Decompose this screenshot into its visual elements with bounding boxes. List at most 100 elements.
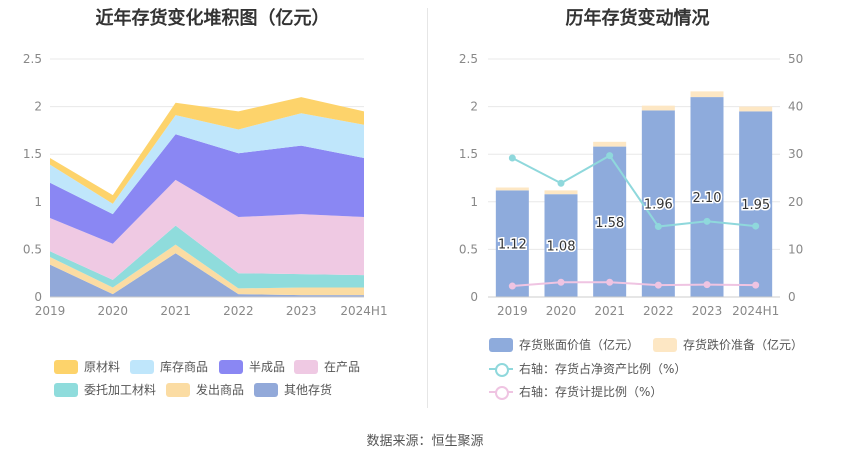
line-point — [557, 179, 565, 187]
bar-impairment — [544, 190, 578, 195]
area-series-4 — [50, 134, 364, 244]
x-tick-label: 2024H1 — [340, 304, 387, 318]
legend-label: 原材料 — [84, 360, 121, 374]
area-series-6 — [50, 97, 364, 204]
bar-line-panel: 历年存货变动情况 0 0.5 1 1.5 2 2.5 0 10 20 30 40 50 1.12 1.08… — [425, 0, 850, 420]
legend-item[interactable]: 原材料 — [54, 358, 120, 375]
legend-swatch — [489, 362, 513, 377]
x-tick-label: 2022 — [643, 304, 674, 318]
bar-impairment — [495, 187, 529, 191]
stacked-area-chart: 0 0.5 1 1.5 2 2.5 2019 2020 2021 2022 2023 2024H1 — [23, 52, 388, 318]
y-tick-label: 2 — [34, 100, 42, 114]
legend-label: 存货跌价准备（亿元） — [683, 338, 804, 352]
y2-tick-label: 50 — [788, 52, 803, 66]
legend-swatch — [54, 382, 78, 397]
bar-book-value — [641, 110, 675, 298]
bar-impairment — [739, 106, 773, 112]
y2-tick-label: 10 — [788, 242, 803, 256]
legend-swatch — [219, 359, 243, 374]
legend-label: 右轴：存货占净资产比例（%） — [519, 362, 687, 376]
legend-label: 在产品 — [324, 360, 361, 374]
y-tick-label: 0.5 — [459, 242, 478, 256]
bar-book-value — [690, 97, 724, 297]
legend-label: 其他存货 — [284, 383, 333, 397]
x-tick-label: 2021 — [594, 304, 625, 318]
data-source-footer: 数据来源：恒生聚源 — [366, 434, 484, 449]
legend-swatch — [489, 385, 513, 400]
bar-impairment — [690, 91, 724, 98]
line-point — [703, 281, 711, 289]
line-point — [508, 282, 516, 290]
legend-item[interactable]: 存货账面价值（亿元） — [489, 336, 639, 353]
legend-item[interactable]: 右轴：存货占净资产比例（%） — [489, 360, 686, 377]
bar-value-label: 1.08 — [547, 240, 576, 255]
line-series-1 — [512, 281, 756, 288]
line-point — [508, 154, 516, 162]
legend-item[interactable]: 发出商品 — [166, 381, 244, 398]
legend-swatch — [130, 359, 154, 374]
line-point — [654, 223, 662, 231]
line-point — [752, 281, 760, 289]
bar-line-chart: 0 0.5 1 1.5 2 2.5 0 10 20 30 40 50 1.12 1.08 1.58 1.96 2… — [459, 52, 803, 318]
legend-item[interactable]: 半成品 — [219, 358, 285, 375]
area-series-3 — [50, 179, 364, 280]
stacked-area-panel: 近年存货变化堆积图（亿元） 0 0.5 1 1.5 2 2.5 2019 2020 2021 20… — [0, 0, 425, 420]
y-tick-label: 2.5 — [459, 52, 478, 66]
y-tick-label: 0 — [34, 290, 42, 304]
legend-label: 半成品 — [249, 360, 286, 374]
legend-item[interactable]: 存货跌价准备（亿元） — [653, 336, 803, 353]
area-series-2 — [50, 225, 364, 289]
legend-swatch — [166, 382, 190, 397]
legend-swatch — [254, 382, 278, 397]
right-chart-title: 历年存货变动情况 — [565, 8, 710, 29]
x-tick-label: 2023 — [692, 304, 723, 318]
legend-item[interactable]: 右轴：存货计提比例（%） — [489, 383, 662, 400]
legend-label: 发出商品 — [196, 383, 245, 397]
x-tick-label: 2021 — [160, 304, 191, 318]
x-tick-label: 2019 — [35, 304, 66, 318]
y2-tick-label: 20 — [788, 195, 803, 209]
bar-book-value — [739, 111, 773, 297]
x-tick-label: 2020 — [98, 304, 129, 318]
line-point — [557, 278, 565, 286]
panel-divider — [427, 8, 428, 408]
bar-value-label: 1.12 — [498, 238, 527, 253]
area-series-0 — [50, 253, 364, 297]
y-tick-label: 1 — [34, 195, 42, 209]
area-series-1 — [50, 244, 364, 296]
bar-impairment — [641, 105, 675, 111]
bar-value-label: 1.95 — [741, 198, 770, 213]
left-chart-title: 近年存货变化堆积图（亿元） — [95, 8, 330, 29]
legend-label: 库存商品 — [160, 360, 209, 374]
legend-item[interactable]: 其他存货 — [254, 381, 332, 398]
bar-value-label: 2.10 — [693, 191, 722, 206]
y-tick-label: 1 — [470, 195, 478, 209]
line-point — [606, 278, 614, 286]
y-tick-label: 0.5 — [23, 242, 42, 256]
y-tick-label: 2.5 — [23, 52, 42, 66]
y2-tick-label: 30 — [788, 147, 803, 161]
x-tick-label: 2020 — [546, 304, 577, 318]
legend-swatch — [54, 359, 78, 374]
line-point — [703, 217, 711, 225]
y-tick-label: 2 — [470, 100, 478, 114]
bar-value-label: 1.96 — [644, 198, 673, 213]
bar-value-label: 1.58 — [595, 216, 624, 231]
legend-swatch — [653, 337, 677, 352]
legend-swatch — [489, 337, 513, 352]
bar-impairment — [593, 141, 627, 147]
legend-item[interactable]: 在产品 — [294, 358, 360, 375]
y-tick-label: 0 — [470, 290, 478, 304]
x-tick-label: 2023 — [286, 304, 317, 318]
legend-label: 存货账面价值（亿元） — [519, 338, 640, 352]
y2-tick-label: 40 — [788, 100, 803, 114]
line-point — [654, 281, 662, 289]
line-point — [752, 222, 760, 230]
legend-item[interactable]: 委托加工材料 — [54, 381, 156, 398]
legend-item[interactable]: 库存商品 — [130, 358, 208, 375]
y-tick-label: 1.5 — [23, 147, 42, 161]
legend-label: 右轴：存货计提比例（%） — [519, 385, 663, 399]
x-tick-label: 2022 — [223, 304, 254, 318]
legend-swatch — [294, 359, 318, 374]
legend-label: 委托加工材料 — [84, 383, 157, 397]
